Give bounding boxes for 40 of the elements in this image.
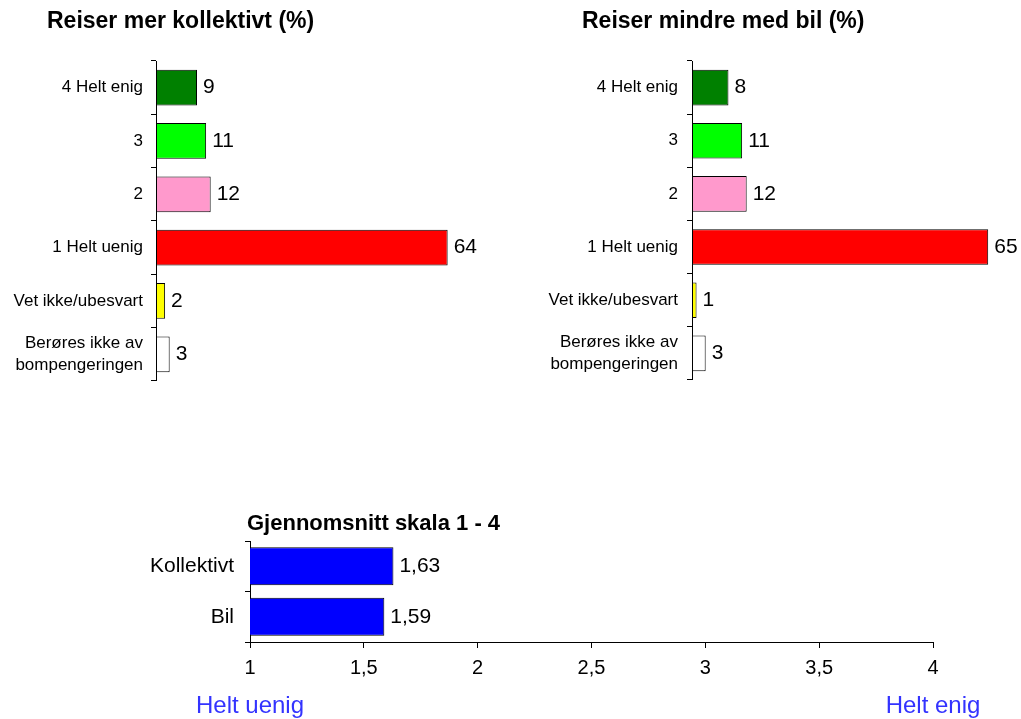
y-tick-label: 1 Helt uenig <box>587 236 678 256</box>
data-label: 12 <box>216 181 241 205</box>
data-label: 9 <box>203 74 215 98</box>
data-label: 11 <box>748 127 770 151</box>
y-tick-label: 2 <box>133 184 143 203</box>
x-tick-label: 4 <box>927 655 939 678</box>
x-tick-label: 2,5 <box>577 655 606 678</box>
chart-title: Reiser mer kollektivt (%) <box>47 7 315 34</box>
data-label: 1,63 <box>399 553 441 577</box>
data-label: 11 <box>212 127 234 151</box>
data-label: 65 <box>994 233 1018 257</box>
chart-title: Gjennomsnitt skala 1 - 4 <box>247 510 501 536</box>
y-tick-label: 2 <box>668 183 678 203</box>
y-tick-label: Vet ikke/ubesvart <box>548 289 679 309</box>
x-tick-label: 2 <box>472 655 484 678</box>
data-label: 3 <box>175 341 188 365</box>
x-tick-label: 1 <box>244 655 256 678</box>
data-label: 1 <box>702 287 715 311</box>
y-tick-label: 4 Helt enig <box>61 77 143 97</box>
data-label: 8 <box>734 74 747 98</box>
data-label: 1,59 <box>390 603 432 627</box>
text: Helt uenig <box>195 690 305 718</box>
data-label: 64 <box>453 234 478 258</box>
x-tick-label: 3 <box>699 655 711 678</box>
y-tick-label: Berøres ikke av bompengeringen <box>15 332 144 375</box>
y-tick-label: Berøres ikke av bompengeringen <box>550 332 679 374</box>
data-label: 3 <box>711 340 724 364</box>
y-tick-label: 3 <box>133 130 143 150</box>
x-tick-label: 3,5 <box>805 655 834 678</box>
y-tick-label: Vet ikke/ubesvart <box>13 290 144 310</box>
x-tick-label: 1,5 <box>349 655 378 678</box>
data-label: 12 <box>752 180 777 204</box>
chart-title: Reiser mindre med bil (%) <box>582 7 865 34</box>
y-tick-label: 3 <box>668 130 678 150</box>
data-label: 2 <box>171 287 183 311</box>
y-tick-label: 4 Helt enig <box>596 77 678 97</box>
y-tick-label: 1 Helt uenig <box>52 237 143 257</box>
y-tick-label: Bil <box>210 603 234 627</box>
y-tick-label: Kollektivt <box>149 553 235 577</box>
text: Helt enig <box>885 690 981 718</box>
